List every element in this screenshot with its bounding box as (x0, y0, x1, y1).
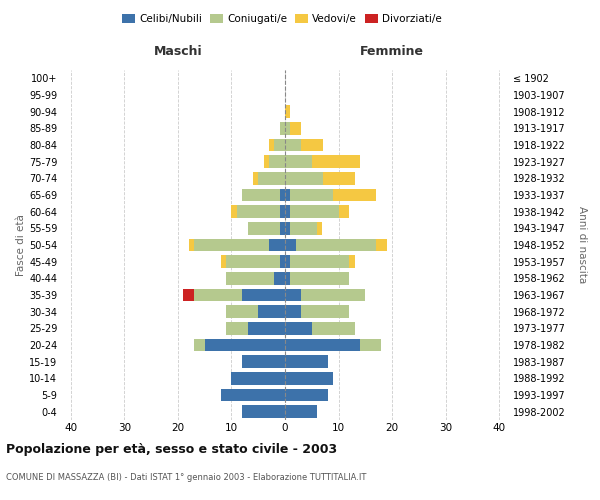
Bar (312, 322, 355, 334)
Bar (285, 339, 360, 351)
Bar (285, 322, 312, 334)
Bar (269, 156, 285, 168)
Bar (338, 206, 349, 218)
Bar (285, 356, 328, 368)
Bar (333, 188, 376, 201)
Bar (301, 306, 349, 318)
Bar (274, 138, 285, 151)
Bar (205, 339, 285, 351)
Text: Femmine: Femmine (360, 46, 424, 59)
Bar (285, 206, 290, 218)
Bar (285, 306, 301, 318)
Bar (323, 172, 355, 184)
Bar (242, 356, 285, 368)
Bar (226, 272, 274, 284)
Bar (280, 122, 285, 134)
Bar (226, 306, 258, 318)
Bar (274, 272, 285, 284)
Bar (253, 172, 258, 184)
Bar (285, 372, 333, 384)
Bar (248, 222, 280, 234)
Bar (376, 239, 387, 251)
Y-axis label: Anni di nascita: Anni di nascita (577, 206, 587, 284)
Bar (296, 239, 376, 251)
Bar (280, 206, 285, 218)
Bar (285, 172, 323, 184)
Text: Maschi: Maschi (154, 46, 202, 59)
Bar (232, 372, 285, 384)
Bar (290, 206, 338, 218)
Bar (285, 222, 290, 234)
Bar (285, 156, 312, 168)
Bar (258, 172, 285, 184)
Bar (194, 339, 205, 351)
Bar (188, 239, 194, 251)
Bar (285, 106, 290, 118)
Bar (226, 322, 248, 334)
Bar (280, 222, 285, 234)
Y-axis label: Fasce di età: Fasce di età (16, 214, 26, 276)
Bar (285, 188, 290, 201)
Bar (248, 322, 285, 334)
Bar (285, 272, 290, 284)
Bar (349, 256, 355, 268)
Bar (290, 222, 317, 234)
Bar (290, 122, 301, 134)
Bar (194, 289, 242, 301)
Text: Popolazione per età, sesso e stato civile - 2003: Popolazione per età, sesso e stato civil… (6, 442, 337, 456)
Bar (301, 289, 365, 301)
Bar (290, 188, 333, 201)
Bar (226, 256, 280, 268)
Bar (280, 188, 285, 201)
Bar (285, 289, 301, 301)
Bar (221, 389, 285, 401)
Bar (269, 138, 274, 151)
Bar (183, 289, 194, 301)
Bar (290, 272, 349, 284)
Bar (242, 289, 285, 301)
Bar (263, 156, 269, 168)
Text: COMUNE DI MASSAZZA (BI) - Dati ISTAT 1° gennaio 2003 - Elaborazione TUTTITALIA.I: COMUNE DI MASSAZZA (BI) - Dati ISTAT 1° … (6, 472, 367, 482)
Bar (232, 206, 237, 218)
Bar (221, 256, 226, 268)
Bar (290, 256, 349, 268)
Bar (285, 122, 290, 134)
Bar (301, 138, 323, 151)
Bar (285, 138, 301, 151)
Bar (285, 256, 290, 268)
Bar (360, 339, 382, 351)
Bar (312, 156, 360, 168)
Bar (285, 239, 296, 251)
Bar (242, 188, 280, 201)
Bar (194, 239, 269, 251)
Bar (285, 406, 317, 418)
Bar (285, 389, 328, 401)
Bar (317, 222, 323, 234)
Bar (237, 206, 280, 218)
Bar (242, 406, 285, 418)
Bar (280, 256, 285, 268)
Legend: Celibi/Nubili, Coniugati/e, Vedovi/e, Divorziati/e: Celibi/Nubili, Coniugati/e, Vedovi/e, Di… (118, 10, 446, 29)
Bar (258, 306, 285, 318)
Bar (269, 239, 285, 251)
